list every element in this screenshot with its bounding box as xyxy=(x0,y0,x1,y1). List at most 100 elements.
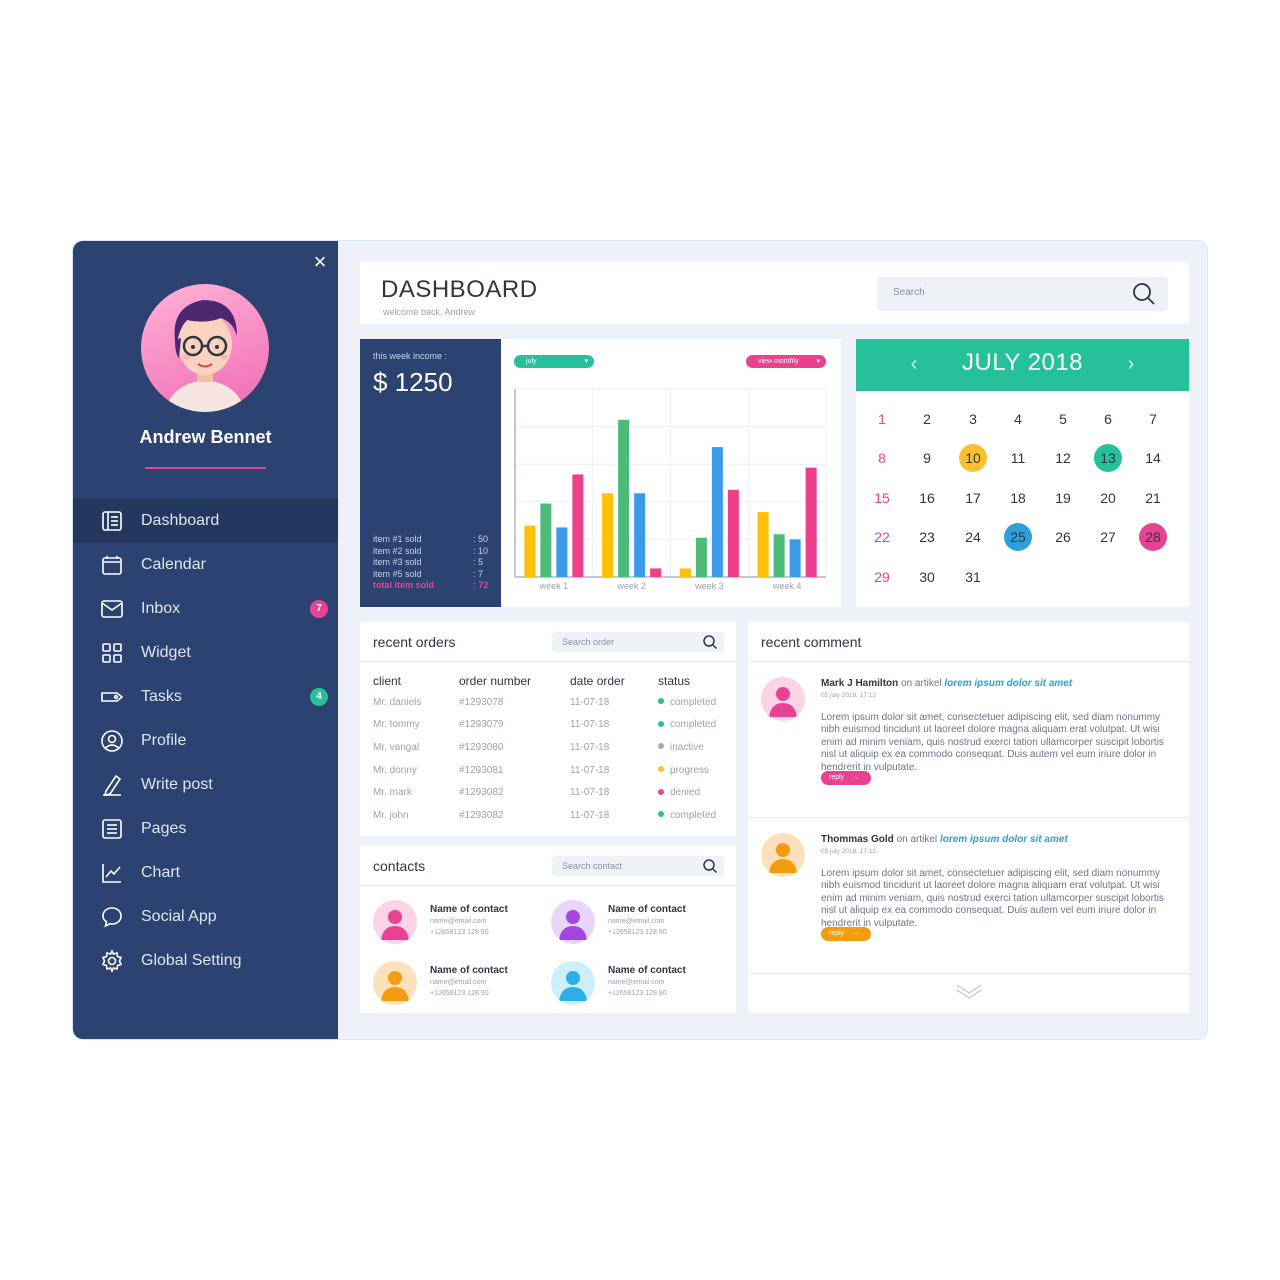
table-row[interactable]: Mr. vangal #1293080 11-07-18 inactive xyxy=(373,736,729,759)
pages-icon xyxy=(102,819,122,839)
table-row[interactable]: Mr. donny #1293081 11-07-18 progress xyxy=(373,759,729,782)
table-row[interactable]: Mr. tommy #1293079 11-07-18 completed xyxy=(373,714,729,737)
chevron-down-icon: ▾ xyxy=(584,358,588,365)
chart-bar xyxy=(805,467,817,577)
calendar-day[interactable]: 7 xyxy=(1149,411,1157,427)
comment-avatar xyxy=(761,677,805,721)
calendar-day[interactable]: 4 xyxy=(1014,411,1022,427)
calendar-day[interactable]: 10 xyxy=(959,444,987,472)
calendar-day[interactable]: 17 xyxy=(965,490,981,506)
gear-icon xyxy=(101,949,123,973)
column-header: client xyxy=(373,674,402,688)
chevron-left-icon[interactable]: ‹ xyxy=(910,353,918,375)
name-underline xyxy=(145,467,266,469)
calendar-day[interactable]: 15 xyxy=(874,490,890,506)
calendar-day[interactable]: 19 xyxy=(1055,490,1071,506)
search-icon[interactable] xyxy=(702,634,718,650)
chevron-down-icon[interactable] xyxy=(955,982,983,1000)
order-search-input[interactable] xyxy=(562,637,692,647)
person-icon xyxy=(381,971,409,1001)
table-cell-date: 11-07-18 xyxy=(570,809,610,821)
calendar-day[interactable]: 23 xyxy=(919,529,935,545)
calendar-day[interactable]: 30 xyxy=(919,569,935,585)
calendar-day[interactable]: 27 xyxy=(1100,529,1116,545)
contacts-card: contacts Name of contact name@email.com +1… xyxy=(360,846,736,1013)
contact-item[interactable]: Name of contact name@email.com +12658123 1… xyxy=(551,900,721,948)
calendar-day[interactable]: 26 xyxy=(1055,529,1071,545)
sidebar-item-pages[interactable]: Pages xyxy=(73,807,338,851)
comment-author[interactable]: Thommas Gold xyxy=(821,834,894,845)
calendar-day[interactable]: 5 xyxy=(1059,411,1067,427)
comment-date: 05 july 2018, 17:12 xyxy=(821,848,876,855)
chart-bar xyxy=(789,539,801,577)
table-cell-date: 11-07-18 xyxy=(570,764,610,776)
sidebar-item-write-post[interactable]: Write post xyxy=(73,763,338,807)
calendar-day[interactable]: 22 xyxy=(874,529,890,545)
calendar-day[interactable]: 28 xyxy=(1139,523,1167,551)
chart-bar xyxy=(602,493,614,577)
contact-item[interactable]: Name of contact name@email.com +12658123 1… xyxy=(373,961,543,1009)
table-cell-order: #1293081 xyxy=(459,764,504,776)
comment-text: Lorem ipsum dolor sit amet, consectetuer… xyxy=(821,868,1164,929)
search-input[interactable] xyxy=(893,287,1123,298)
contact-search-input[interactable] xyxy=(562,861,692,871)
contact-phone: +12658123 128 90 xyxy=(430,990,489,997)
table-row[interactable]: Mr. john #1293082 11-07-18 completed xyxy=(373,804,729,827)
calendar-day[interactable]: 18 xyxy=(1010,490,1026,506)
status-label: completed xyxy=(670,696,717,708)
sidebar-item-calendar[interactable]: Calendar xyxy=(73,543,338,587)
chart-bar xyxy=(679,568,691,577)
sidebar-item-label: Tasks xyxy=(141,688,182,705)
reply-button[interactable]: reply → xyxy=(821,771,871,785)
close-icon[interactable]: × xyxy=(313,249,327,274)
calendar-day[interactable]: 8 xyxy=(878,450,886,466)
table-row[interactable]: Mr. mark #1293082 11-07-18 denied xyxy=(373,781,729,804)
sidebar-item-tasks[interactable]: Tasks 4 xyxy=(73,675,338,719)
calendar-day[interactable]: 16 xyxy=(919,490,935,506)
sold-row: item #1 sold: 50 xyxy=(373,534,493,546)
calendar-day[interactable]: 14 xyxy=(1145,450,1161,466)
reply-button[interactable]: reply → xyxy=(821,927,871,941)
sidebar-item-social-app[interactable]: Social App xyxy=(73,895,338,939)
chart-bar xyxy=(524,525,536,577)
chevron-right-icon[interactable]: › xyxy=(1127,353,1135,375)
calendar-day[interactable]: 12 xyxy=(1055,450,1071,466)
contact-item[interactable]: Name of contact name@email.com +12658123 1… xyxy=(551,961,721,1009)
avatar[interactable] xyxy=(141,284,269,412)
comment-text: Lorem ipsum dolor sit amet, consectetuer… xyxy=(821,712,1164,773)
sidebar-item-widget[interactable]: Widget xyxy=(73,631,338,675)
orders-table: client order number date order status Mr… xyxy=(373,671,729,827)
month-dropdown[interactable]: july ▾ xyxy=(514,355,594,368)
calendar-day[interactable]: 9 xyxy=(923,450,931,466)
calendar-day[interactable]: 13 xyxy=(1094,444,1122,472)
calendar-day[interactable]: 29 xyxy=(874,569,890,585)
sidebar-item-inbox[interactable]: Inbox 7 xyxy=(73,587,338,631)
order-search xyxy=(552,632,724,652)
table-row[interactable]: Mr. daniels #1293078 11-07-18 completed xyxy=(373,691,729,714)
search-icon[interactable] xyxy=(702,858,718,874)
contact-item[interactable]: Name of contact name@email.com +12658123 1… xyxy=(373,900,543,948)
sold-item: item #1 sold xyxy=(373,534,422,544)
comment-article-link[interactable]: lorem ipsum dolor sit amet xyxy=(944,678,1073,689)
calendar-day[interactable]: 25 xyxy=(1004,523,1032,551)
calendar-day[interactable]: 11 xyxy=(1010,450,1026,466)
calendar-day[interactable]: 3 xyxy=(969,411,977,427)
table-cell-status: completed xyxy=(658,691,729,714)
calendar-day[interactable]: 6 xyxy=(1104,411,1112,427)
sidebar-item-global-setting[interactable]: Global Setting xyxy=(73,939,338,983)
sidebar-item-chart[interactable]: Chart xyxy=(73,851,338,895)
calendar-day[interactable]: 31 xyxy=(965,569,981,585)
calendar-day[interactable]: 24 xyxy=(965,529,981,545)
contacts-title: contacts xyxy=(373,858,426,874)
sidebar-item-dashboard[interactable]: Dashboard xyxy=(73,499,338,543)
comment-article-link[interactable]: lorem ipsum dolor sit amet xyxy=(939,834,1068,845)
comment-author[interactable]: Mark J Hamilton xyxy=(821,678,899,689)
chat-bubble-icon xyxy=(102,907,122,928)
calendar-day[interactable]: 20 xyxy=(1100,490,1116,506)
view-monthly-dropdown[interactable]: view monthly ▾ xyxy=(746,355,826,368)
search-icon[interactable] xyxy=(1131,281,1157,307)
calendar-day[interactable]: 21 xyxy=(1145,490,1161,506)
calendar-day[interactable]: 2 xyxy=(923,411,931,427)
calendar-day[interactable]: 1 xyxy=(878,411,886,427)
sidebar-item-profile[interactable]: Profile xyxy=(73,719,338,763)
